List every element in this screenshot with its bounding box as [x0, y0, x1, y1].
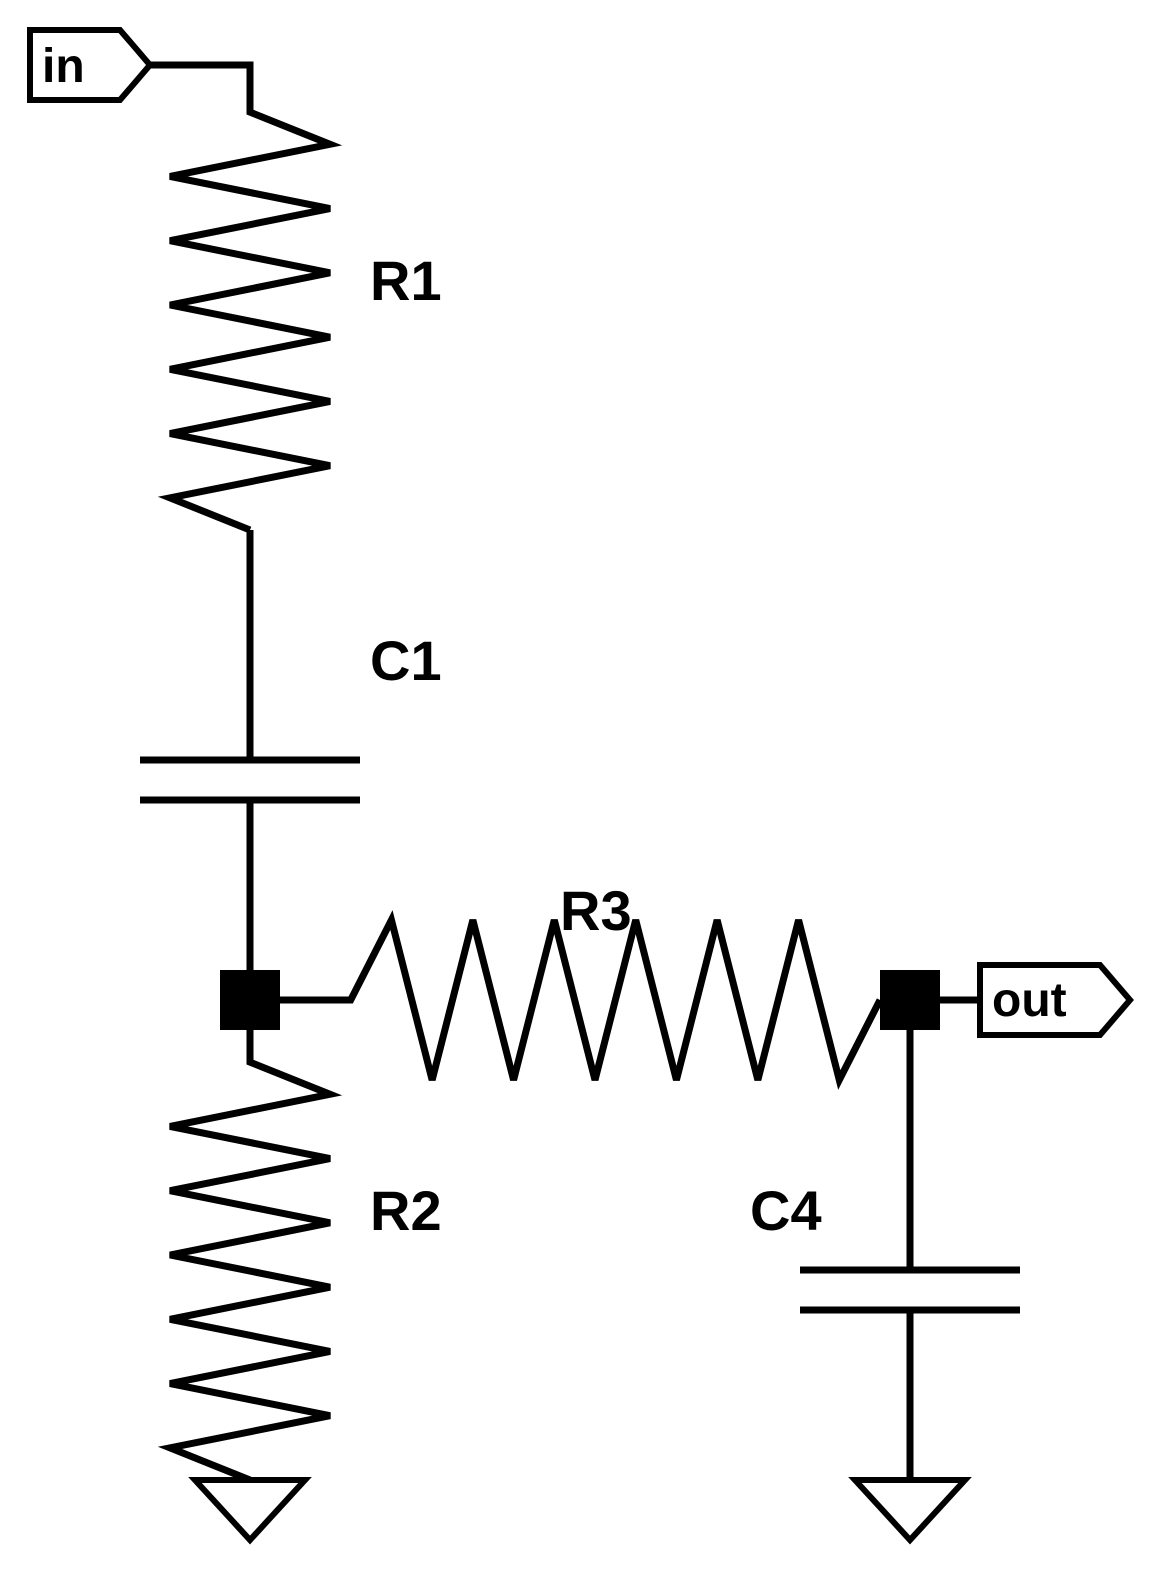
resistor-r2 — [170, 1030, 330, 1480]
junction-right — [880, 970, 940, 1030]
ground-right — [855, 1480, 965, 1540]
resistor-r1 — [170, 80, 330, 530]
label-r3: R3 — [560, 879, 632, 942]
resistor-r3 — [310, 920, 880, 1080]
label-c1: C1 — [370, 629, 442, 692]
label-c4: C4 — [750, 1179, 822, 1242]
label-r1: R1 — [370, 249, 442, 312]
label-r2: R2 — [370, 1179, 442, 1242]
wire-in-to-r1 — [150, 65, 250, 80]
out-port-label: out — [992, 974, 1067, 1027]
junction-left — [220, 970, 280, 1030]
in-port-label: in — [42, 40, 85, 93]
ground-left — [195, 1480, 305, 1540]
